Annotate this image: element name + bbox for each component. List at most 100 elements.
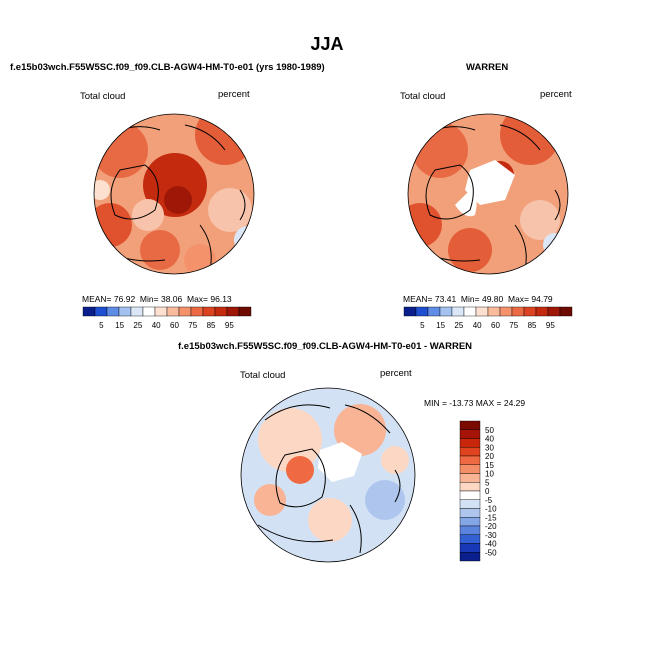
right-colorbar-swatch — [439, 306, 453, 317]
right-colorbar-swatch — [523, 306, 537, 317]
right-colorbar-swatch — [499, 306, 513, 317]
left-colorbar-tick-label: 40 — [152, 321, 161, 330]
left-colorbar-swatch — [154, 306, 168, 317]
left-colorbar-swatch — [166, 306, 180, 317]
left-colorbar-tick-label: 95 — [225, 321, 234, 330]
diff-colorbar-swatch — [459, 508, 481, 518]
diff-colorbar-swatch — [459, 429, 481, 439]
left-colorbar-swatch — [142, 306, 156, 317]
left-colorbar-swatch — [178, 306, 192, 317]
left-colorbar-swatch — [106, 306, 120, 317]
diff-colorbar-swatch — [459, 499, 481, 509]
diff-colorbar-swatch — [459, 464, 481, 474]
diff-colorbar-tick-label: -10 — [485, 505, 497, 514]
right-units-label: percent — [540, 89, 572, 100]
right-colorbar-swatch — [415, 306, 429, 317]
right-colorbar-tick-label: 40 — [473, 321, 482, 330]
diff-colorbar-tick-label: 5 — [485, 478, 490, 487]
diff-colorbar-tick-label: -5 — [485, 496, 493, 505]
left-colorbar-swatch — [238, 306, 252, 317]
left-min-label: Min= — [139, 294, 159, 304]
diff-colorbar-swatch — [459, 455, 481, 465]
right-colorbar-tick-label: 60 — [491, 321, 500, 330]
right-colorbar-tick-label: 85 — [528, 321, 537, 330]
diff-panel-title: f.e15b03wch.F55W5SC.f09_f09.CLB-AGW4-HM-… — [178, 341, 473, 352]
right-min-value: 49.80 — [481, 294, 504, 304]
right-colorbar-swatch — [463, 306, 477, 317]
diff-colorbar-tick-label: 15 — [485, 461, 494, 470]
left-colorbar-swatch — [94, 306, 108, 317]
right-colorbar-swatch — [511, 306, 525, 317]
left-max-label: Max= — [186, 294, 209, 304]
right-colorbar-swatch — [559, 306, 573, 317]
diff-stats: MIN = -13.73 MAX = 24.29 — [424, 398, 526, 408]
right-panel-title: WARREN — [466, 62, 509, 73]
left-mean-value: 76.92 — [113, 294, 136, 304]
right-colorbar-swatch — [547, 306, 561, 317]
left-colorbar-tick-label: 60 — [170, 321, 179, 330]
diff-colorbar-tick-label: -50 — [485, 548, 497, 557]
diff-map-fill — [241, 388, 415, 562]
main-title: JJA — [310, 34, 344, 54]
left-stats: MEAN= 76.92 Min= 38.06 Max= 96.13 — [82, 294, 232, 304]
diff-colorbar-tick-label: 40 — [485, 435, 494, 444]
right-map-fill — [408, 114, 568, 274]
right-colorbar-swatch — [403, 306, 417, 317]
right-colorbar-swatch — [535, 306, 549, 317]
diff-colorbar-tick-label: 50 — [485, 426, 494, 435]
diff-colorbar-swatch — [459, 482, 481, 492]
right-colorbar-tick-label: 15 — [436, 321, 445, 330]
right-colorbar-swatch — [427, 306, 441, 317]
right-max-value: 94.79 — [531, 294, 553, 304]
right-colorbar-tick-label: 5 — [420, 321, 425, 330]
left-colorbar: 5 15 25 40 60 75 85 95 — [82, 306, 252, 330]
left-variable-label: Total cloud — [80, 91, 126, 102]
left-colorbar-tick-label: 75 — [188, 321, 197, 330]
diff-units-label: percent — [380, 368, 412, 379]
diff-colorbar-tick-label: 10 — [485, 470, 494, 479]
left-max-value: 96.13 — [210, 294, 232, 304]
diff-colorbar-tick-label: -40 — [485, 540, 497, 549]
right-max-label: Max= — [507, 294, 530, 304]
right-colorbar-tick-label: 25 — [454, 321, 463, 330]
right-variable-label: Total cloud — [400, 91, 446, 102]
diff-colorbar-tick-label: 0 — [485, 487, 490, 496]
left-colorbar-swatch — [202, 306, 216, 317]
right-colorbar-tick-label: 95 — [546, 321, 555, 330]
right-colorbar-swatch — [451, 306, 465, 317]
diff-colorbar-swatch — [459, 438, 481, 448]
diff-colorbar-tick-label: -30 — [485, 531, 497, 540]
left-panel-title: f.e15b03wch.F55W5SC.f09_f09.CLB-AGW4-HM-… — [10, 62, 325, 73]
diff-colorbar-swatch — [459, 543, 481, 553]
diff-colorbar-swatch — [459, 525, 481, 535]
right-colorbar-swatch — [487, 306, 501, 317]
right-colorbar: 5 15 25 40 60 75 85 95 — [403, 306, 573, 330]
left-mean-label: MEAN= — [82, 294, 112, 304]
diff-colorbar-tick-label: -20 — [485, 522, 497, 531]
left-colorbar-swatch — [130, 306, 144, 317]
left-colorbar-tick-label: 25 — [133, 321, 142, 330]
right-colorbar-tick-label: 75 — [509, 321, 518, 330]
left-colorbar-swatch — [82, 306, 96, 317]
diff-colorbar-tick-label: 20 — [485, 452, 494, 461]
right-stats: MEAN= 73.41 Min= 49.80 Max= 94.79 — [403, 294, 553, 304]
diff-colorbar-tick-label: -15 — [485, 513, 497, 522]
right-colorbar-swatch — [475, 306, 489, 317]
right-mean-label: MEAN= — [403, 294, 433, 304]
left-colorbar-swatch — [226, 306, 240, 317]
left-units-label: percent — [218, 89, 250, 100]
left-colorbar-tick-label: 85 — [207, 321, 216, 330]
diff-colorbar-tick-label: 30 — [485, 443, 494, 452]
right-mean-value: 73.41 — [434, 294, 457, 304]
right-min-label: Min= — [460, 294, 480, 304]
diff-colorbar-swatch — [459, 552, 481, 562]
diff-colorbar-swatch — [459, 447, 481, 457]
diff-colorbar-swatch — [459, 473, 481, 483]
left-colorbar-swatch — [190, 306, 204, 317]
diff-colorbar-swatch — [459, 490, 481, 500]
diff-colorbar-swatch — [459, 420, 481, 430]
left-min-value: 38.06 — [160, 294, 183, 304]
left-colorbar-swatch — [118, 306, 132, 317]
diff-variable-label: Total cloud — [240, 370, 286, 381]
